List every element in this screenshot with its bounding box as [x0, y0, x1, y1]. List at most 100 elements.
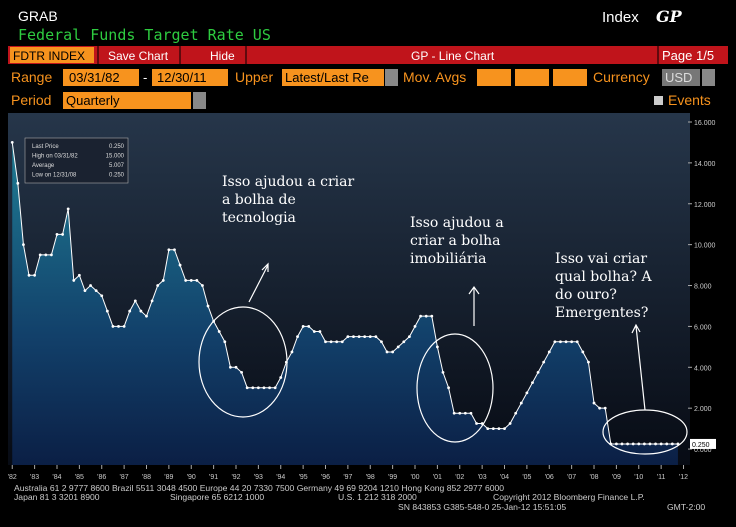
annotation-shape — [416, 333, 494, 443]
chart: 0.000 2.000 4.000 6.000 8.000 10.000 12.000 14.… — [8, 120, 716, 481]
point — [491, 427, 495, 431]
x-tick-label: '93 — [254, 474, 263, 481]
x-tick-label: '87 — [120, 474, 129, 481]
y-tick-label: 12.000 — [694, 202, 716, 209]
events-checkbox[interactable] — [654, 96, 663, 105]
x-tick-label: '06 — [545, 474, 554, 481]
currency-field[interactable] — [662, 69, 700, 86]
point — [77, 273, 81, 277]
point — [475, 422, 478, 425]
start-field[interactable] — [63, 69, 139, 86]
point — [665, 442, 669, 446]
annotation-shape — [248, 262, 269, 303]
legend-label: Average — [32, 163, 55, 169]
mov-avg-field[interactable] — [553, 69, 587, 86]
point — [145, 314, 148, 318]
point — [363, 335, 367, 339]
page-number[interactable]: Page 1/5 — [662, 48, 714, 63]
point — [161, 279, 165, 282]
point — [637, 442, 641, 446]
x-tick-label: '07 — [567, 474, 576, 481]
point — [256, 386, 260, 390]
annotation-shape — [198, 306, 288, 418]
point — [217, 330, 221, 333]
point — [105, 309, 109, 313]
point — [592, 401, 596, 405]
point — [133, 299, 137, 303]
annotation-shape — [468, 285, 480, 326]
point — [352, 335, 355, 339]
events[interactable]: Events — [668, 92, 711, 108]
mov-avgs-label: Mov. Avgs — [403, 69, 466, 85]
security-button[interactable] — [10, 47, 94, 63]
point — [206, 304, 210, 308]
point — [223, 340, 227, 344]
point — [486, 427, 490, 431]
x-tick-label: '83 — [30, 474, 39, 481]
x-tick-label: '99 — [388, 474, 397, 481]
dropdown-arrow[interactable] — [702, 69, 715, 86]
footer-text: SN 843853 G385-548-0 25-Jan-12 15:51:05 — [398, 502, 566, 512]
point — [452, 411, 456, 415]
point — [458, 411, 462, 415]
point — [346, 335, 350, 339]
point — [441, 371, 445, 374]
point — [559, 340, 562, 344]
footer-text: Australia 61 2 9777 8600 Brazil 5511 304… — [14, 483, 504, 493]
point — [167, 248, 171, 252]
start-date[interactable]: 03/31/82 — [69, 70, 120, 85]
currency[interactable]: USD — [665, 70, 692, 85]
point — [570, 340, 574, 344]
point — [279, 376, 283, 379]
upper-value[interactable]: Latest/Last Re — [285, 70, 369, 85]
x-tick-label: '88 — [142, 474, 151, 481]
point — [670, 442, 674, 446]
footer-text: U.S. 1 212 318 2000 — [338, 492, 417, 502]
point — [659, 442, 663, 446]
point — [234, 365, 238, 369]
dropdown-arrow[interactable] — [193, 92, 206, 109]
legend-label: High on 03/31/82 — [32, 154, 78, 160]
point — [307, 325, 311, 328]
point — [469, 411, 473, 415]
point — [402, 340, 406, 344]
point — [497, 427, 501, 431]
save-chart[interactable]: Save Chart — [108, 49, 169, 63]
point — [631, 442, 635, 446]
mov-avg-field[interactable] — [515, 69, 549, 86]
dropdown-arrow[interactable] — [385, 69, 398, 86]
security[interactable]: FDTR INDEX — [13, 49, 85, 63]
y-tick-label: 14.000 — [694, 161, 716, 168]
end-field[interactable] — [152, 69, 228, 86]
upper-field[interactable] — [282, 69, 384, 86]
point — [184, 279, 188, 282]
point — [273, 386, 277, 390]
footer-text: Singapore 65 6212 1000 — [170, 492, 264, 502]
point — [318, 330, 322, 333]
footer-text: Copyright 2012 Bloomberg Finance L.P. — [493, 492, 645, 502]
point — [122, 325, 126, 328]
hide[interactable]: Hide — [210, 49, 235, 63]
x-tick-label: '03 — [478, 474, 487, 481]
point — [368, 335, 372, 339]
point — [542, 360, 546, 364]
period-field[interactable] — [63, 92, 191, 109]
point — [89, 284, 92, 287]
range-dash: - — [143, 70, 147, 85]
y-tick-label: 16.000 — [694, 120, 716, 127]
y-tick-label: 6.000 — [694, 324, 712, 331]
annotation: Isso vai criar — [555, 251, 647, 267]
x-tick-label: '95 — [299, 474, 308, 481]
x-tick-label: '82 — [8, 474, 17, 481]
point — [262, 386, 266, 390]
period[interactable]: Quarterly — [66, 93, 120, 108]
mov-avg-field[interactable] — [477, 69, 511, 86]
ticker: GRAB — [18, 8, 58, 24]
x-tick-label: '86 — [97, 474, 106, 481]
x-tick-label: '10 — [634, 474, 643, 481]
y-tick-label: 0.000 — [694, 447, 712, 454]
point — [587, 360, 590, 364]
point — [94, 289, 98, 293]
point — [22, 243, 25, 247]
end-date[interactable]: 12/30/11 — [157, 70, 207, 85]
